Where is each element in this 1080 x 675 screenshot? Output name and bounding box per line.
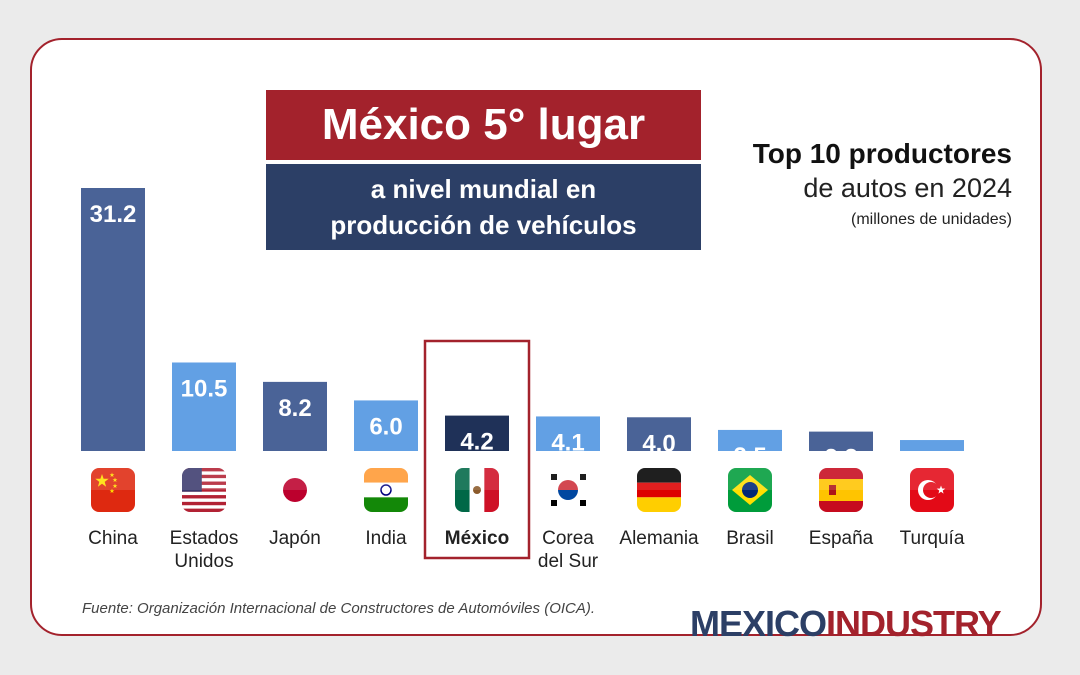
india-flag-icon	[364, 468, 408, 512]
category-label-6-0: Alemania	[619, 528, 699, 549]
value-label-7: 2.5	[733, 443, 766, 470]
mexico-industry-logo: MEXICOINDUSTRY	[690, 602, 1002, 646]
banner-headline: México 5° lugar	[266, 90, 701, 160]
logo-part-mexico: MEXICO	[690, 603, 827, 644]
category-label-7-0: Brasil	[726, 528, 774, 549]
value-label-3: 6.0	[369, 413, 402, 440]
bar-2	[263, 381, 327, 451]
value-label-2: 8.2	[278, 395, 311, 422]
category-label-2-0: Japón	[269, 528, 321, 549]
category-label-4-0: México	[445, 528, 509, 549]
value-label-5: 4.1	[551, 429, 584, 456]
turkey-flag-icon	[910, 468, 954, 512]
logo-part-industry: INDUSTRY	[826, 603, 1002, 644]
chart-title-line1: Top 10 productores	[752, 138, 1012, 169]
value-label-6: 4.0	[642, 430, 675, 457]
bar-8	[809, 431, 873, 451]
category-label-5-1: del Sur	[538, 551, 599, 572]
source-note: Fuente: Organización Internacional de Co…	[82, 600, 596, 617]
bar-1	[172, 362, 236, 451]
highlight-frame	[423, 339, 531, 560]
category-label-9-0: Turquía	[900, 528, 965, 549]
mexico-flag-icon	[455, 468, 499, 512]
bar-5	[536, 416, 600, 451]
china-flag-icon	[91, 468, 135, 512]
bar-3	[354, 400, 418, 451]
banner-headline-text: México 5° lugar	[321, 100, 646, 149]
category-label-5-0: Corea	[542, 528, 594, 549]
germany-flag-icon	[637, 468, 681, 512]
category-label-0-0: China	[88, 528, 138, 549]
value-label-1: 10.5	[181, 375, 228, 402]
bar-7	[718, 429, 782, 451]
bar-6	[627, 417, 691, 451]
category-label-1-1: Unidos	[174, 551, 233, 572]
spain-flag-icon	[819, 468, 863, 512]
banner-subheadline-line1: a nivel mundial en	[370, 174, 597, 204]
category-label-8-0: España	[809, 528, 874, 549]
banner-subheadline-line2: producción de vehículos	[330, 210, 637, 240]
bar-9	[900, 440, 964, 451]
usa-flag-icon	[182, 468, 226, 512]
bar-0	[81, 188, 145, 451]
japan-flag-icon	[273, 468, 317, 512]
banner-subheadline: a nivel mundial en producción de vehícul…	[266, 164, 701, 250]
brazil-flag-icon	[728, 468, 772, 512]
chart-units: (millones de unidades)	[851, 211, 1012, 228]
value-label-8: 2.3	[824, 445, 857, 472]
south-korea-flag-icon	[546, 468, 590, 512]
bar-4	[445, 415, 509, 451]
category-label-1-0: Estados	[170, 528, 239, 549]
value-label-4: 4.2	[460, 429, 493, 456]
category-label-3-0: India	[365, 528, 407, 549]
chart-title: Top 10 productores de autos en 2024 (mil…	[753, 137, 1012, 235]
chart-title-line2: de autos en 2024	[803, 173, 1012, 203]
value-label-0: 31.2	[90, 201, 137, 228]
